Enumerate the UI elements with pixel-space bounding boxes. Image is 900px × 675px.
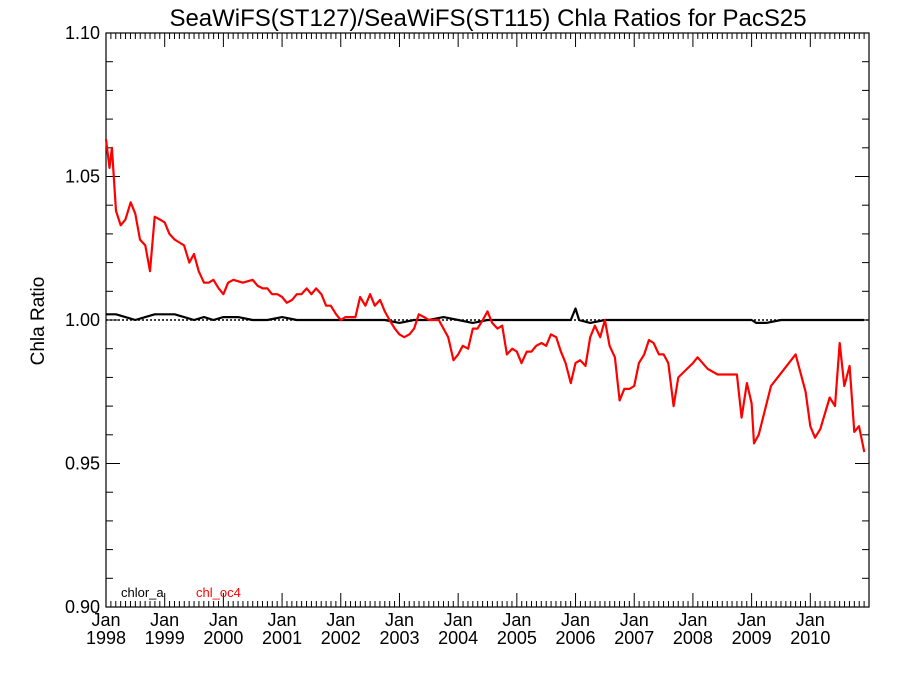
series-layer [104,139,866,453]
y-tick-label: 0.90 [65,597,100,617]
x-tick-label-year: 2002 [321,628,361,648]
x-tick-label-year: 2001 [262,628,302,648]
x-tick-label-year: 2008 [673,628,713,648]
y-tick-label: 1.10 [65,23,100,43]
y-tick-label: 0.95 [65,454,100,474]
x-tick-label-year: 1999 [145,628,185,648]
x-tick-label-year: 2005 [497,628,537,648]
legend: chlor_a chl_oc4 [121,585,241,600]
x-tick-label-year: 1998 [86,628,126,648]
series-line-chlor-a [106,307,865,324]
x-tick-label-year: 2009 [732,628,772,648]
x-tick-label-year: 2006 [556,628,596,648]
x-tick-label-month: Jan [737,610,766,630]
y-axis-label: Chla Ratio [28,277,49,366]
x-tick-label-month: Jan [91,610,120,630]
x-tick-label-month: Jan [150,610,179,630]
x-tick-label-year: 2007 [614,628,654,648]
x-tick-label-month: Jan [561,610,590,630]
tick-labels-layer: 0.900.951.001.051.10Jan1998Jan1999Jan200… [65,23,830,648]
x-tick-label-month: Jan [209,610,238,630]
x-tick-label-month: Jan [444,610,473,630]
x-tick-label-year: 2000 [203,628,243,648]
y-tick-label: 1.00 [65,310,100,330]
x-tick-label-year: 2010 [790,628,830,648]
x-tick-label-month: Jan [268,610,297,630]
legend-entry-chl-oc4: chl_oc4 [196,585,241,600]
x-tick-label-month: Jan [385,610,414,630]
x-tick-label-month: Jan [678,610,707,630]
x-tick-label-year: 2004 [438,628,478,648]
y-tick-label: 1.05 [65,167,100,187]
series-line-chl-oc4 [104,139,866,453]
x-tick-label-year: 2003 [379,628,419,648]
x-tick-label-month: Jan [796,610,825,630]
x-tick-label-month: Jan [326,610,355,630]
x-tick-label-month: Jan [620,610,649,630]
chart-title: SeaWiFS(ST127)/SeaWiFS(ST115) Chla Ratio… [169,5,806,32]
x-tick-label-month: Jan [502,610,531,630]
legend-entry-chlor-a: chlor_a [121,585,164,600]
